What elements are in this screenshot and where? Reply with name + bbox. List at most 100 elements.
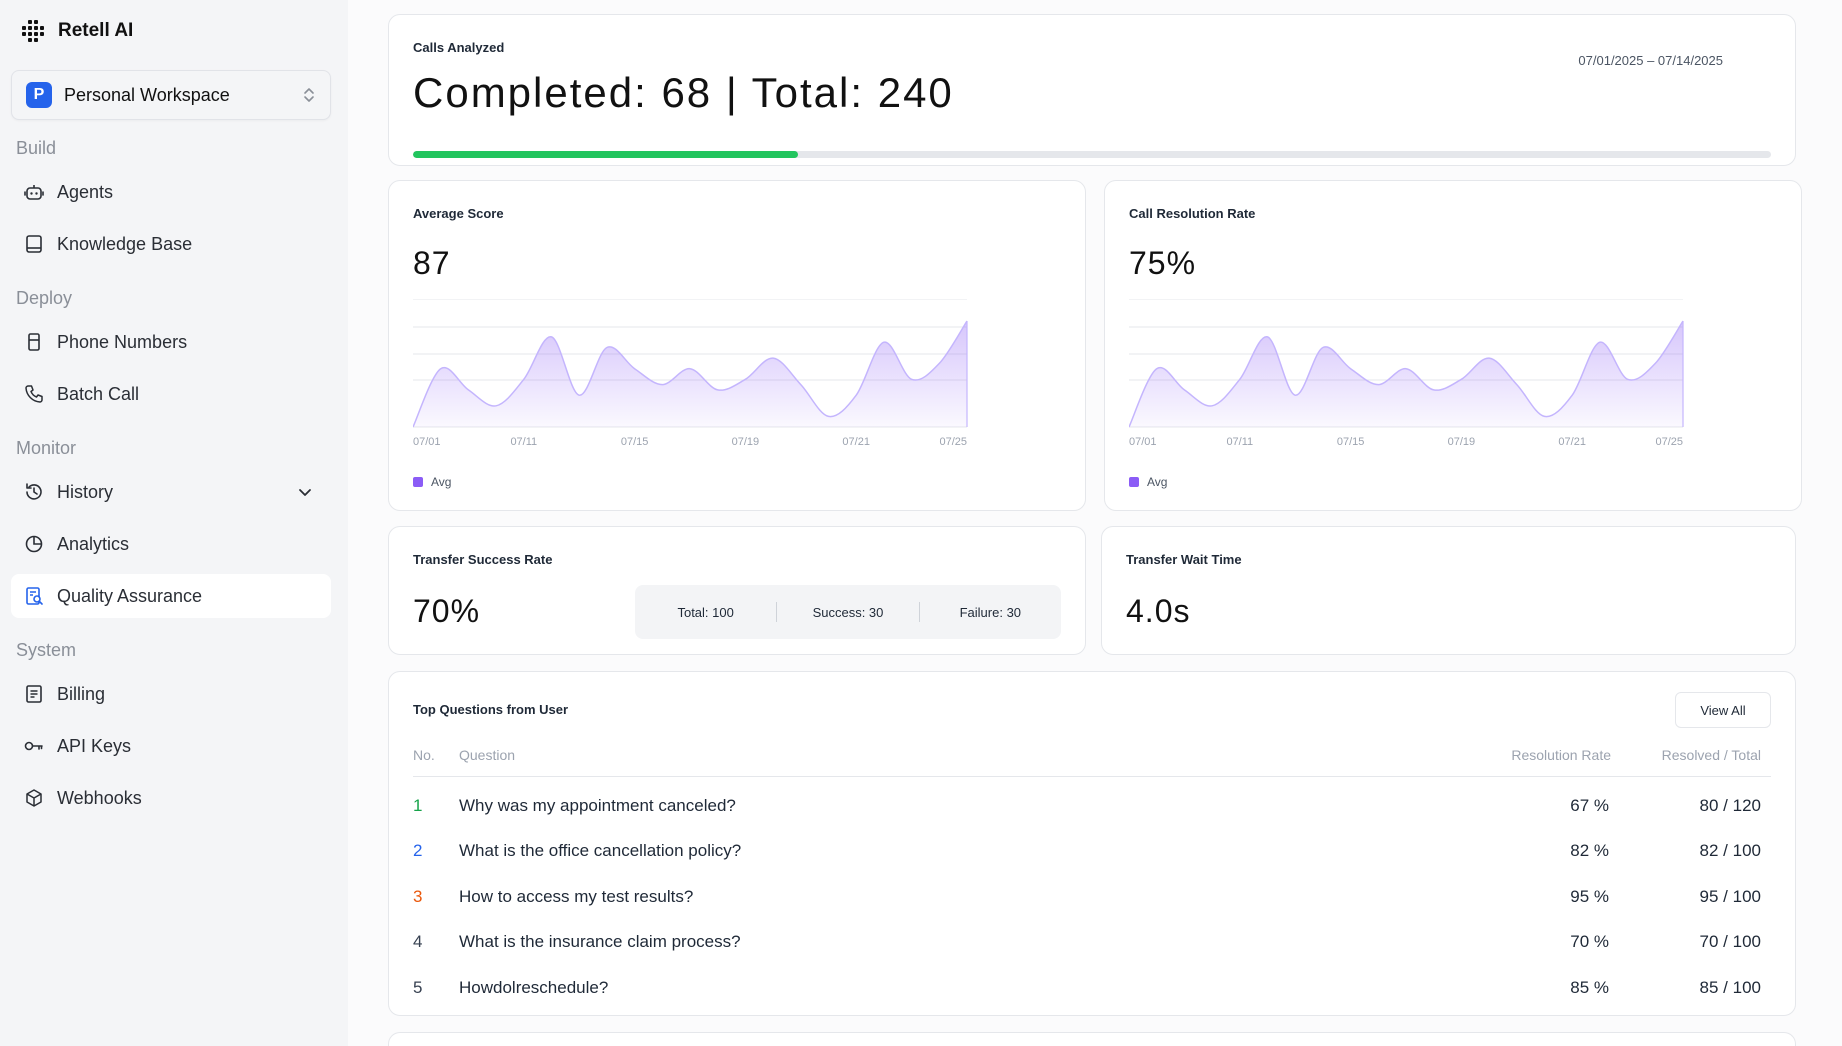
sidebar-item-analytics[interactable]: Analytics [11, 522, 331, 566]
sidebar-item-label: API Keys [57, 735, 132, 756]
row-number: 4 [413, 932, 423, 951]
column-header-resolution-rate: Resolution Rate [1511, 747, 1611, 763]
series-area [1129, 321, 1683, 427]
sidebar-item-knowledge-base[interactable]: Knowledge Base [11, 222, 331, 266]
workspace-badge: P [26, 82, 52, 108]
sidebar-item-billing[interactable]: Billing [11, 672, 331, 716]
row-question: Howdolreschedule? [459, 978, 609, 997]
x-tick-label: 07/01 [1129, 436, 1157, 448]
chevron-up-down-icon [304, 88, 314, 102]
transfer-success-title: Transfer Success Rate [413, 552, 553, 567]
transfer-total: Total: 100 [677, 604, 734, 620]
history-icon [23, 481, 45, 503]
row-question: What is the office cancellation policy? [459, 841, 742, 860]
view-all-button[interactable]: View All [1675, 692, 1771, 728]
calls-progress-bar [413, 151, 1771, 158]
sidebar-item-webhooks[interactable]: Webhooks [11, 776, 331, 820]
search-document-icon [23, 585, 45, 607]
book-icon [23, 233, 45, 255]
calls-analyzed-title: Calls Analyzed [413, 40, 505, 55]
x-tick-label: 07/15 [621, 436, 649, 448]
chevron-down-icon[interactable] [297, 484, 313, 500]
row-question: Why was my appointment canceled? [459, 796, 736, 815]
row-resolution-rate: 82 % [1570, 841, 1609, 860]
sidebar-item-api-keys[interactable]: API Keys [11, 724, 331, 768]
header-divider [413, 776, 1771, 777]
sidebar-item-batch-call[interactable]: Batch Call [11, 372, 331, 416]
sidebar-item-quality-assurance[interactable]: Quality Assurance [11, 574, 331, 618]
invoice-icon [23, 683, 45, 705]
sidebar-item-label: Webhooks [57, 787, 142, 808]
brand[interactable]: Retell AI [20, 18, 133, 44]
sidebar: Retell AI P Personal Workspace Build Age… [0, 0, 348, 1046]
transfer-failure: Failure: 30 [959, 604, 1022, 620]
legend-label: Avg [431, 475, 452, 489]
sidebar-item-label: Quality Assurance [57, 585, 203, 606]
sidebar-item-label: History [57, 481, 114, 502]
phone-icon [23, 383, 45, 405]
call-resolution-title: Call Resolution Rate [1129, 206, 1256, 221]
workspace-switcher[interactable]: P Personal Workspace [11, 70, 331, 120]
column-header-no: No. [413, 747, 435, 763]
row-question: How to access my test results? [459, 887, 694, 906]
x-tick-label: 07/21 [1558, 436, 1586, 448]
sidebar-item-agents[interactable]: Agents [11, 170, 331, 214]
sidebar-item-label: Analytics [57, 533, 130, 554]
column-header-resolved-total: Resolved / Total [1661, 747, 1761, 763]
cube-icon [23, 787, 45, 809]
legend-swatch [1129, 477, 1139, 487]
transfer-wait-title: Transfer Wait Time [1126, 552, 1242, 567]
series-line-avg [413, 320, 968, 428]
x-tick-label: 07/25 [939, 436, 967, 448]
sidebar-item-history[interactable]: History [11, 470, 331, 514]
phone-box-icon [23, 331, 45, 353]
row-resolution-rate: 70 % [1570, 932, 1609, 951]
app-name: Retell AI [58, 20, 134, 41]
row-resolved-total: 70 / 100 [1699, 932, 1761, 951]
x-tick-label: 07/01 [413, 436, 441, 448]
row-number: 2 [413, 841, 423, 860]
next-card-partial [388, 1032, 1796, 1046]
row-question: What is the insurance claim process? [459, 932, 741, 951]
row-number: 3 [413, 887, 423, 906]
sidebar-item-label: Agents [57, 181, 114, 202]
column-header-question: Question [459, 747, 516, 763]
row-number: 1 [413, 796, 423, 815]
section-monitor: Monitor [16, 438, 77, 458]
call-resolution-value: 75% [1129, 245, 1197, 281]
row-resolved-total: 95 / 100 [1699, 887, 1761, 906]
sidebar-item-phone-numbers[interactable]: Phone Numbers [11, 320, 331, 364]
call-resolution-legend: Avg [1129, 475, 1167, 489]
main-content: Calls Analyzed 07/01/2025 – 07/14/2025 C… [348, 0, 1842, 1046]
calls-headline: Completed: 68 | Total: 240 [413, 69, 954, 116]
section-system: System [16, 640, 77, 660]
average-score-legend: Avg [413, 475, 451, 489]
workspace-name: Personal Workspace [64, 84, 230, 105]
sidebar-item-label: Knowledge Base [57, 233, 193, 254]
x-tick-label: 07/19 [1448, 436, 1476, 448]
x-tick-label: 07/11 [510, 436, 537, 448]
series-line-avg [1129, 320, 1684, 428]
date-range[interactable]: 07/01/2025 – 07/14/2025 [1578, 53, 1723, 68]
average-score-card: Average Score 87 07/01 07/11 07/15 07/19 07/… [388, 180, 1086, 511]
transfer-success-value: 70% [413, 593, 481, 629]
sidebar-item-label: Phone Numbers [57, 331, 188, 352]
average-score-chart: 07/01 07/11 07/15 07/19 07/21 07/25 [413, 299, 968, 448]
legend-swatch [413, 477, 423, 487]
x-tick-label: 07/19 [732, 436, 760, 448]
series-area [413, 321, 967, 427]
row-resolved-total: 82 / 100 [1699, 841, 1761, 860]
row-resolution-rate: 95 % [1570, 887, 1609, 906]
divider [776, 602, 778, 622]
row-resolution-rate: 85 % [1570, 978, 1609, 997]
row-resolved-total: 80 / 120 [1699, 796, 1761, 815]
x-tick-label: 07/25 [1655, 436, 1683, 448]
sidebar-item-label: Batch Call [57, 383, 140, 404]
transfer-wait-card: Transfer Wait Time 4.0s [1101, 526, 1796, 655]
divider [918, 602, 920, 622]
section-build: Build [16, 138, 57, 158]
top-questions-card: Top Questions from User View All No. Que… [388, 671, 1796, 1016]
transfer-success-card: Transfer Success Rate 70% Total: 100 Suc… [388, 526, 1086, 655]
top-questions-title: Top Questions from User [413, 702, 569, 717]
row-resolution-rate: 67 % [1570, 796, 1609, 815]
